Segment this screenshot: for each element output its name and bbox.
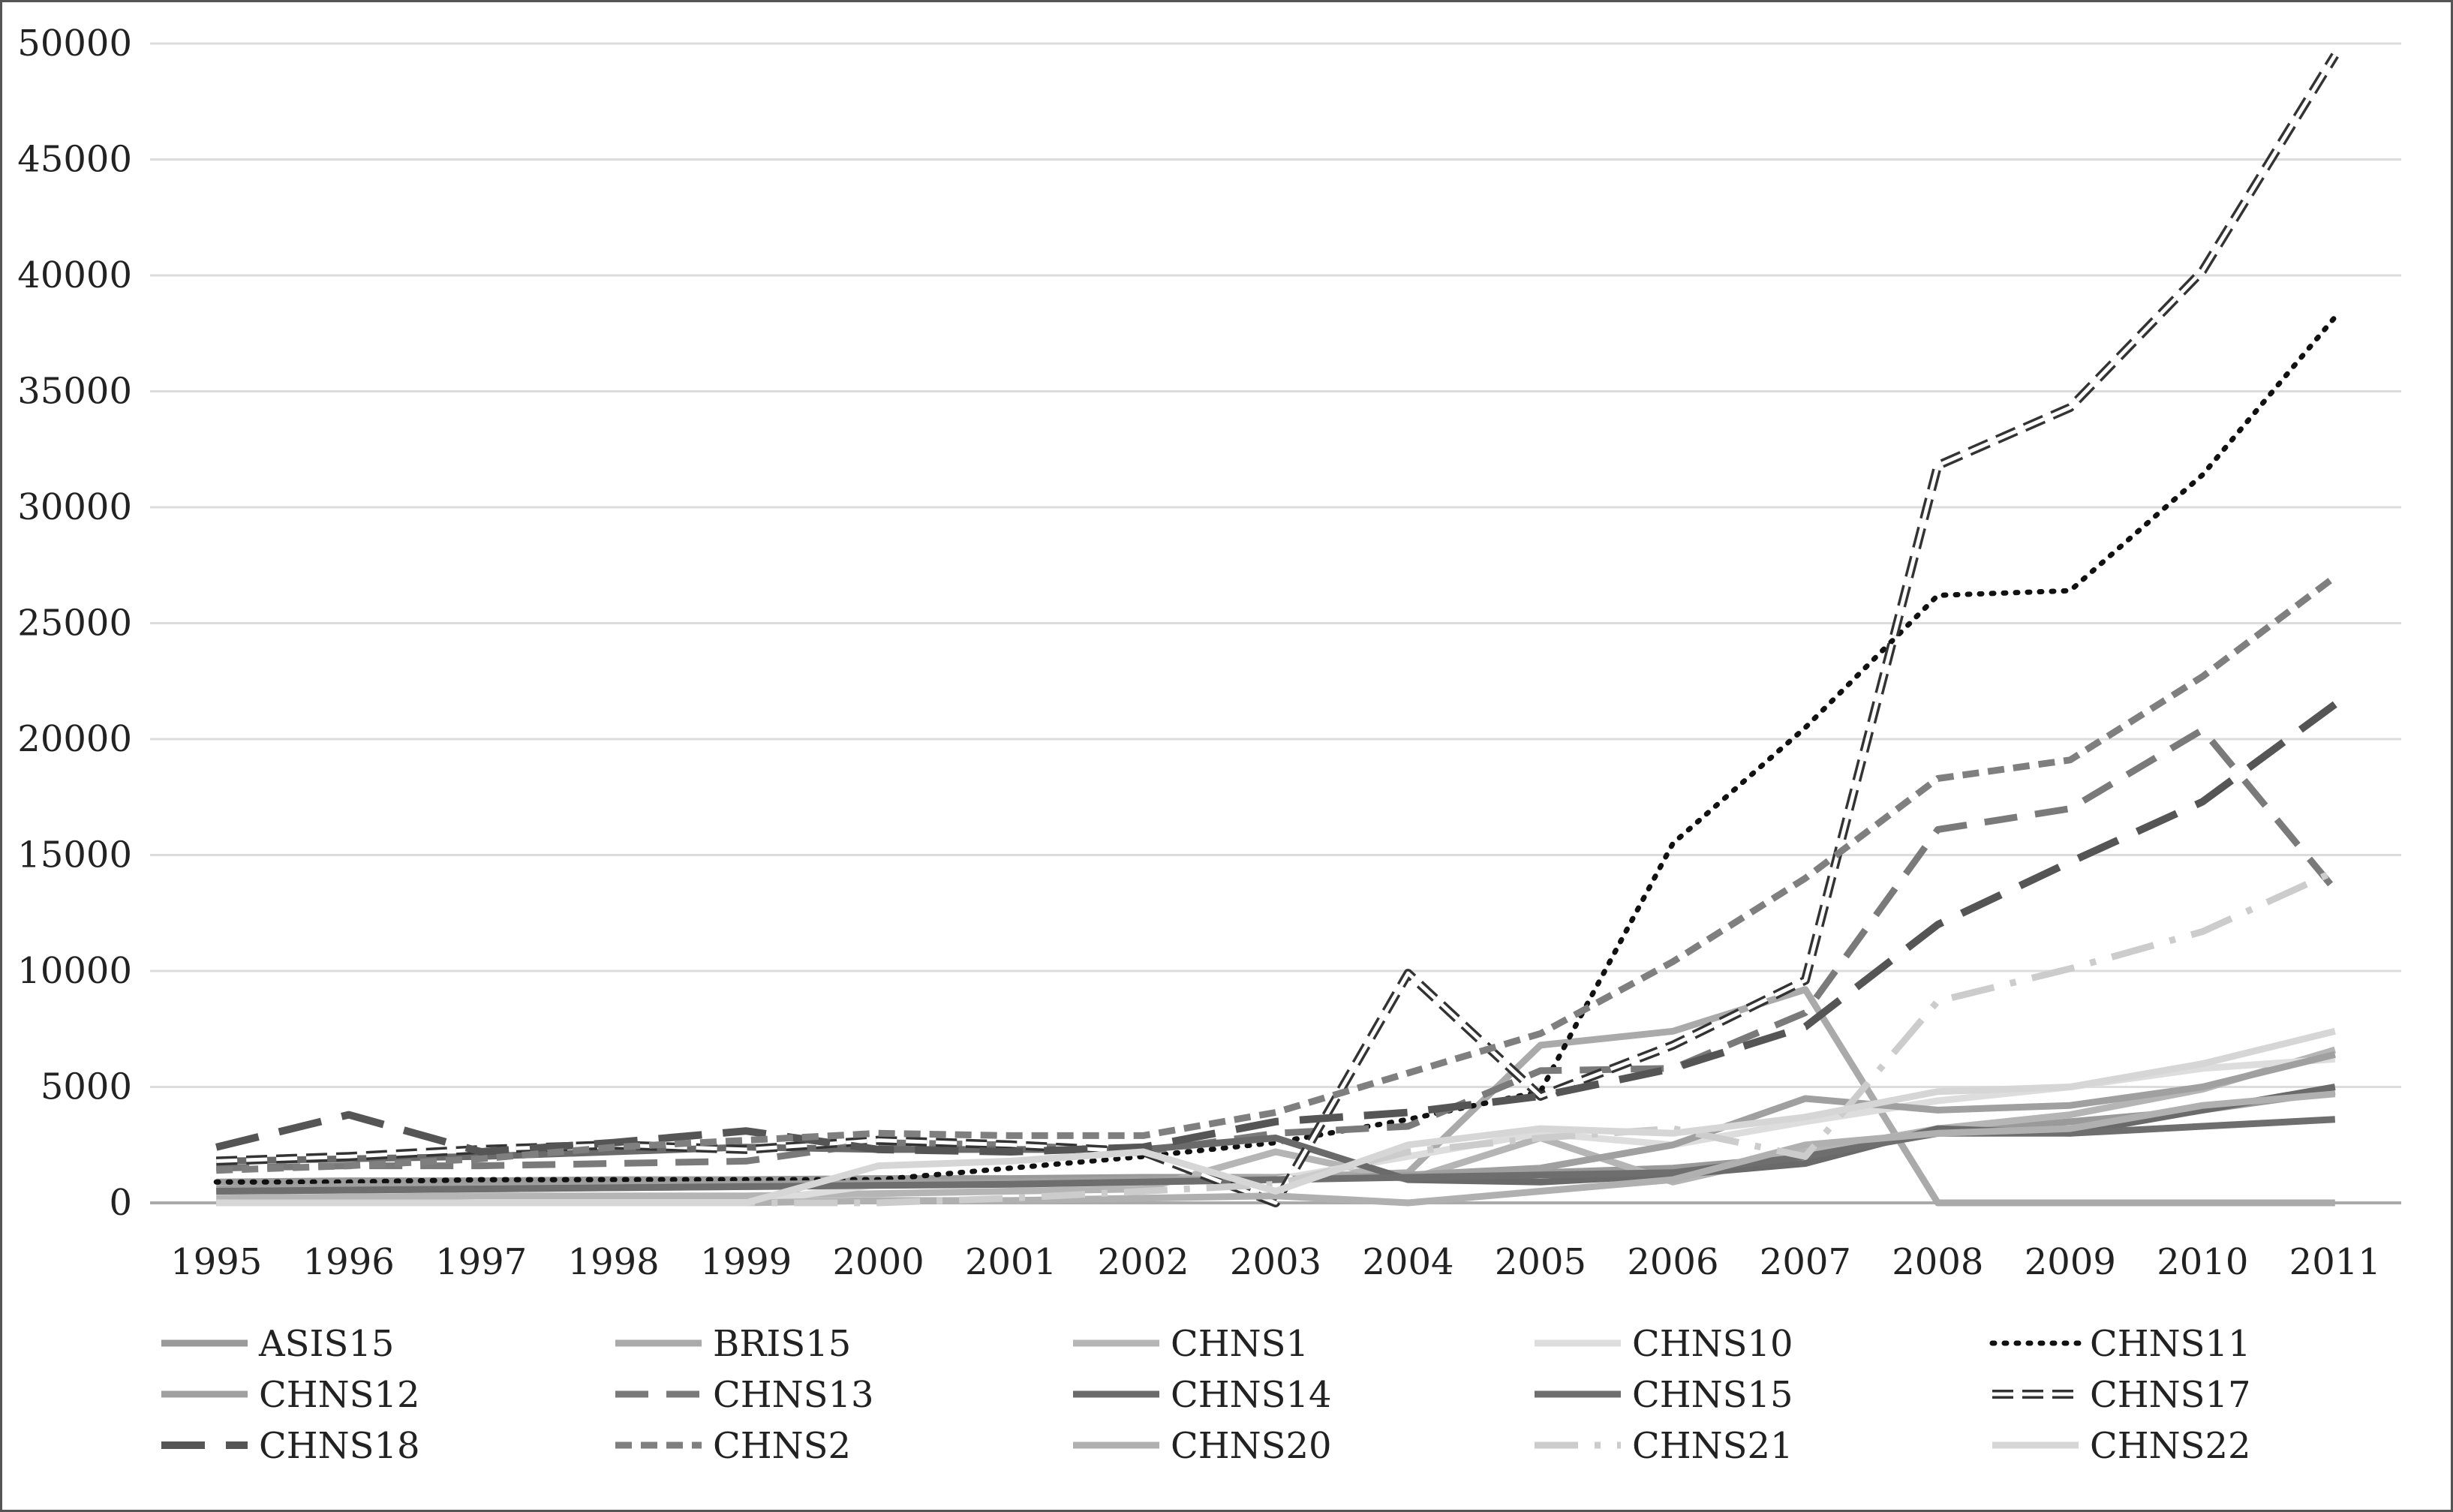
legend-label: CHNS12 bbox=[259, 1374, 420, 1416]
series-chns18 bbox=[215, 701, 2337, 1156]
y-tick-label: 30000 bbox=[17, 486, 132, 528]
x-tick-label: 2010 bbox=[2157, 1241, 2248, 1283]
legend-label: CHNS15 bbox=[1632, 1374, 1793, 1416]
y-tick-label: 35000 bbox=[17, 371, 132, 413]
series-chns2 bbox=[216, 574, 2337, 1174]
series-lines bbox=[213, 53, 2339, 1207]
y-tick-label: 5000 bbox=[41, 1066, 132, 1108]
legend-label: CHNS2 bbox=[713, 1425, 851, 1467]
x-tick-label: 1998 bbox=[568, 1241, 660, 1283]
legend-label: CHNS18 bbox=[259, 1425, 420, 1467]
x-tick-label: 1997 bbox=[435, 1241, 527, 1283]
legend-item-chns22: CHNS22 bbox=[1992, 1425, 2251, 1467]
legend-label: CHNS22 bbox=[2090, 1425, 2251, 1467]
x-tick-label: 1996 bbox=[303, 1241, 395, 1283]
series-line bbox=[215, 53, 2339, 1207]
y-tick-label: 10000 bbox=[17, 950, 132, 992]
x-tick-label: 2000 bbox=[833, 1241, 924, 1283]
legend-item-chns10: CHNS10 bbox=[1535, 1323, 1793, 1365]
series-line bbox=[216, 1046, 2337, 1202]
series-bris15 bbox=[216, 986, 2335, 1207]
legend-label: CHNS10 bbox=[1632, 1323, 1793, 1365]
legend-label: BRIS15 bbox=[713, 1323, 851, 1365]
x-tick-label: 2011 bbox=[2289, 1241, 2381, 1283]
legend-item-chns15: CHNS15 bbox=[1535, 1374, 1793, 1416]
legend-item-bris15: BRIS15 bbox=[615, 1323, 851, 1365]
x-tick-label: 2004 bbox=[1362, 1241, 1453, 1283]
legend-item-chns13: CHNS13 bbox=[615, 1374, 874, 1416]
series-line-inner bbox=[216, 54, 2337, 1205]
legend-label: CHNS20 bbox=[1171, 1425, 1332, 1467]
legend-item-chns21: CHNS21 bbox=[1535, 1425, 1793, 1467]
y-tick-label: 15000 bbox=[17, 834, 132, 876]
legend-item-chns17: CHNS17 bbox=[1992, 1374, 2251, 1416]
y-tick-label: 20000 bbox=[17, 718, 132, 760]
legend: ASIS15 BRIS15 CHNS1 CHNS10 CHNS11 CHNS12 CHNS1… bbox=[161, 1323, 2251, 1467]
series-line bbox=[216, 574, 2337, 1174]
y-tick-label: 45000 bbox=[17, 139, 132, 181]
x-tick-label: 2008 bbox=[1892, 1241, 1983, 1283]
legend-item-asis15: ASIS15 bbox=[161, 1323, 394, 1365]
series-chns17 bbox=[215, 53, 2339, 1207]
x-tick-label: 2003 bbox=[1230, 1241, 1321, 1283]
y-tick-label: 50000 bbox=[17, 23, 132, 65]
x-tick-label: 1999 bbox=[700, 1241, 792, 1283]
legend-item-chns18: CHNS18 bbox=[161, 1425, 420, 1467]
legend-item-chns2: CHNS2 bbox=[615, 1425, 851, 1467]
legend-label: CHNS13 bbox=[713, 1374, 874, 1416]
legend-label: CHNS17 bbox=[2090, 1374, 2251, 1416]
legend-label: CHNS1 bbox=[1171, 1323, 1309, 1365]
x-axis-tick-labels: 1995 1996 1997 1998 1999 2000 2001 2002 2003 2004… bbox=[170, 1241, 2381, 1283]
x-tick-label: 2007 bbox=[1760, 1241, 1851, 1283]
y-axis-tick-labels: 0 5000 10000 15000 20000 25000 30000 35000 40000… bbox=[17, 23, 132, 1224]
x-tick-label: 2009 bbox=[2025, 1241, 2116, 1283]
legend-item-chns12: CHNS12 bbox=[161, 1374, 420, 1416]
series-chns11 bbox=[213, 314, 2338, 1185]
series-chns22 bbox=[216, 1027, 2336, 1207]
series-line bbox=[216, 986, 2335, 1207]
gridlines bbox=[150, 42, 2401, 1204]
series-line bbox=[213, 314, 2338, 1185]
legend-label: ASIS15 bbox=[258, 1323, 394, 1365]
series-chns13 bbox=[216, 726, 2338, 1172]
legend-label: CHNS21 bbox=[1632, 1425, 1793, 1467]
x-tick-label: 1995 bbox=[170, 1241, 262, 1283]
x-tick-label: 2006 bbox=[1627, 1241, 1718, 1283]
x-tick-label: 2005 bbox=[1495, 1241, 1586, 1283]
legend-item-chns11: CHNS11 bbox=[1989, 1323, 2251, 1365]
legend-item-chns1: CHNS1 bbox=[1073, 1323, 1309, 1365]
legend-item-chns14: CHNS14 bbox=[1073, 1374, 1332, 1416]
series-chns1 bbox=[216, 1046, 2337, 1202]
legend-label: CHNS11 bbox=[2090, 1323, 2251, 1365]
series-line bbox=[215, 701, 2337, 1156]
x-tick-label: 2002 bbox=[1097, 1241, 1189, 1283]
legend-label: CHNS14 bbox=[1171, 1374, 1332, 1416]
series-line bbox=[216, 726, 2338, 1172]
y-tick-label: 25000 bbox=[17, 603, 132, 645]
y-tick-label: 40000 bbox=[17, 254, 132, 296]
x-tick-label: 2001 bbox=[965, 1241, 1057, 1283]
series-line bbox=[216, 1027, 2336, 1207]
y-tick-label: 0 bbox=[109, 1182, 132, 1224]
legend-item-chns20: CHNS20 bbox=[1073, 1425, 1332, 1467]
